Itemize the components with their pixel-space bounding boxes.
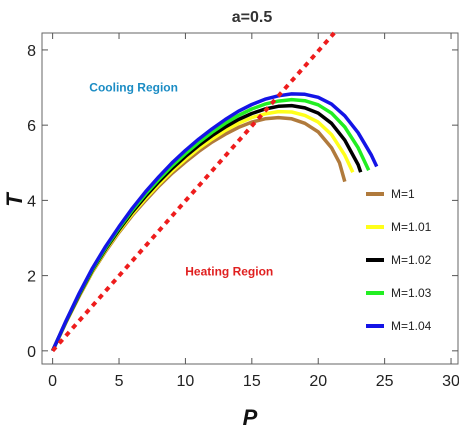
x-tick-label: 30 [442, 373, 459, 390]
legend-label-4: M=1.04 [391, 319, 432, 333]
y-tick-label: 6 [27, 118, 36, 135]
series-line-4 [51, 92, 379, 352]
legend: M=1 M=1.01 M=1.02 M=1.03 M=1.04 [366, 187, 432, 333]
x-tick-label: 15 [243, 373, 261, 390]
legend-label-3: M=1.03 [391, 286, 432, 300]
x-tick-label: 20 [309, 373, 327, 390]
y-tick-label: 4 [27, 193, 36, 210]
x-tick-label: 10 [177, 373, 195, 390]
dashed-line [51, 31, 336, 353]
annotation-0: Cooling Region [89, 80, 178, 94]
legend-label-1: M=1.01 [391, 220, 432, 234]
annotation-1: Heating Region [185, 265, 273, 279]
x-tick-label: 0 [48, 373, 57, 390]
plot-frame [41, 32, 459, 365]
x-tick-label: 5 [115, 373, 124, 390]
series-layer [51, 31, 379, 353]
x-tick-label: 25 [376, 373, 394, 390]
y-tick-label: 0 [27, 344, 36, 361]
chart-title: a=0.5 [232, 9, 273, 26]
x-axis-label: P [243, 405, 258, 430]
annotation-layer: Cooling Region Heating Region [89, 80, 273, 278]
y-tick-label: 8 [27, 43, 36, 60]
legend-label-0: M=1 [391, 187, 415, 201]
y-axis-label: T [2, 192, 27, 207]
y-tick-label: 2 [27, 269, 36, 286]
legend-label-2: M=1.02 [391, 253, 432, 267]
ticks: 0 5 10 15 20 25 30 0 2 4 6 8 [27, 33, 459, 390]
